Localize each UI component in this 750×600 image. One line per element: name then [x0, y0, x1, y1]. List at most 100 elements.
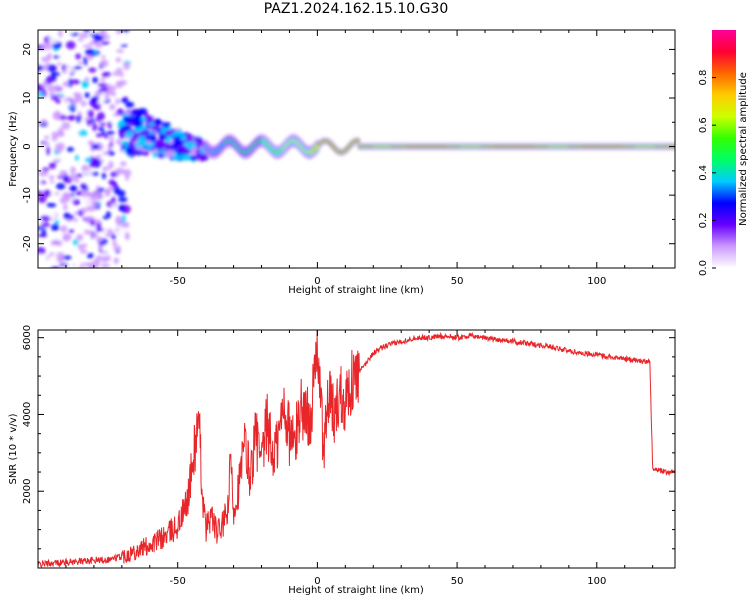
- heatmap-cell: [97, 83, 107, 88]
- heatmap-cell: [139, 135, 147, 143]
- heatmap-cell: [77, 243, 85, 250]
- heatmap-cell: [48, 92, 55, 97]
- spectrogram-y-axis-label: Frequency (Hz): [8, 111, 19, 187]
- heatmap-cell: [67, 78, 73, 88]
- heatmap-cell: [96, 154, 102, 159]
- heatmap-cell: [140, 117, 147, 122]
- heatmap-cell: [164, 149, 175, 158]
- heatmap-cell: [92, 123, 98, 132]
- heatmap-cell: [48, 256, 56, 263]
- heatmap-cell: [99, 59, 109, 68]
- colorbar-tick-label: 0.2: [698, 212, 709, 228]
- heatmap-cell: [42, 118, 47, 125]
- spectrogram-y-tick-label: -10: [22, 187, 33, 203]
- heatmap-cell: [50, 240, 56, 246]
- heatmap-cell: [119, 126, 130, 132]
- figure-title: PAZ1.2024.162.15.10.G30: [263, 1, 449, 17]
- heatmap-cell: [38, 246, 46, 255]
- heatmap-cell: [62, 81, 70, 87]
- heatmap-cell: [118, 71, 124, 77]
- heatmap-cell: [165, 137, 171, 144]
- heatmap-cell: [76, 190, 83, 196]
- heatmap-cell: [78, 129, 88, 137]
- heatmap-cell: [84, 92, 90, 99]
- spectrogram-y-tick-label: 10: [22, 92, 33, 105]
- heatmap-cell: [62, 264, 68, 268]
- heatmap-cell: [94, 55, 102, 64]
- snr-y-tick-label: 2000: [22, 478, 33, 503]
- heatmap-cell: [69, 32, 80, 36]
- heatmap-cell: [91, 96, 100, 104]
- heatmap-cell: [125, 175, 130, 181]
- heatmap-cell: [74, 104, 80, 108]
- heatmap-cell: [38, 254, 44, 259]
- heatmap-cell: [106, 150, 116, 156]
- heatmap-cell: [81, 265, 90, 268]
- heatmap-cell: [56, 62, 62, 66]
- heatmap-cell: [83, 56, 88, 66]
- heatmap-cell: [145, 143, 153, 150]
- heatmap-cell: [51, 223, 60, 232]
- heatmap-cell: [54, 110, 61, 120]
- heatmap-cell: [88, 41, 98, 45]
- heatmap-cell: [55, 139, 61, 143]
- heatmap-cell: [72, 199, 81, 206]
- snr-frame: [37, 329, 676, 569]
- heatmap-cell: [78, 141, 83, 146]
- heatmap-cell: [120, 140, 130, 146]
- heatmap-cell: [102, 86, 108, 92]
- heatmap-cell: [45, 146, 51, 156]
- heatmap-cell: [95, 133, 103, 138]
- heatmap-cell: [152, 152, 159, 158]
- heatmap-cell: [189, 155, 199, 161]
- heatmap-cell: [38, 131, 45, 135]
- heatmap-cell: [103, 54, 112, 59]
- heatmap-cell: [115, 38, 125, 43]
- heatmap-cell: [180, 134, 186, 140]
- heatmap-cell: [104, 134, 109, 139]
- heatmap-cell: [172, 153, 180, 161]
- heatmap-cell: [91, 171, 99, 176]
- heatmap-cell: [116, 227, 127, 237]
- colorbar-tick-label: 0.6: [698, 117, 709, 133]
- colorbar-ticks: 0.0 0.2 0.4 0.6 0.8: [698, 70, 716, 276]
- heatmap-cell: [194, 138, 202, 144]
- heatmap-cell: [83, 229, 93, 235]
- heatmap-cell: [48, 36, 59, 44]
- heatmap-cell: [113, 245, 122, 252]
- heatmap-cell: [48, 162, 57, 170]
- heatmap-cell: [133, 122, 142, 127]
- colorbar-tick-label: 0.8: [698, 70, 709, 86]
- heatmap-cell: [80, 100, 87, 107]
- heatmap-cell: [46, 202, 57, 208]
- heatmap-cell: [141, 151, 150, 156]
- heatmap-cell: [54, 84, 61, 93]
- heatmap-cell: [164, 129, 173, 137]
- heatmap-cell: [51, 265, 60, 268]
- heatmap-cell: [104, 255, 111, 262]
- heatmap-cell: [133, 131, 139, 139]
- heatmap-cell: [88, 67, 97, 73]
- heatmap-cell: [120, 43, 128, 48]
- heatmap-cell: [68, 229, 75, 234]
- snr-series-line: [37, 329, 676, 569]
- heatmap-cell: [38, 195, 47, 203]
- spectrogram-x-tick-label: 50: [451, 276, 464, 287]
- heatmap-cell: [102, 216, 109, 220]
- heatmap-cell: [38, 61, 42, 65]
- heatmap-cell: [62, 69, 67, 74]
- snr-ticks: -50 0 50 100 2000 4000 6000: [22, 325, 675, 587]
- heatmap-cell: [117, 189, 126, 198]
- heatmap-cell: [95, 255, 104, 261]
- heatmap-cell: [120, 161, 127, 167]
- heatmap-cell: [115, 80, 124, 89]
- heatmap-cell: [68, 263, 75, 268]
- heatmap-cell: [86, 252, 94, 259]
- heatmap-cell: [63, 204, 68, 211]
- spectrogram-ticks: -50 0 50 100 -20 -10 0 10 20: [22, 30, 675, 287]
- heatmap-cell: [115, 98, 120, 105]
- colorbar-gradient: [712, 30, 736, 268]
- heatmap-cell: [53, 232, 62, 242]
- heatmap-cell: [173, 140, 179, 148]
- heatmap-cell: [38, 225, 43, 231]
